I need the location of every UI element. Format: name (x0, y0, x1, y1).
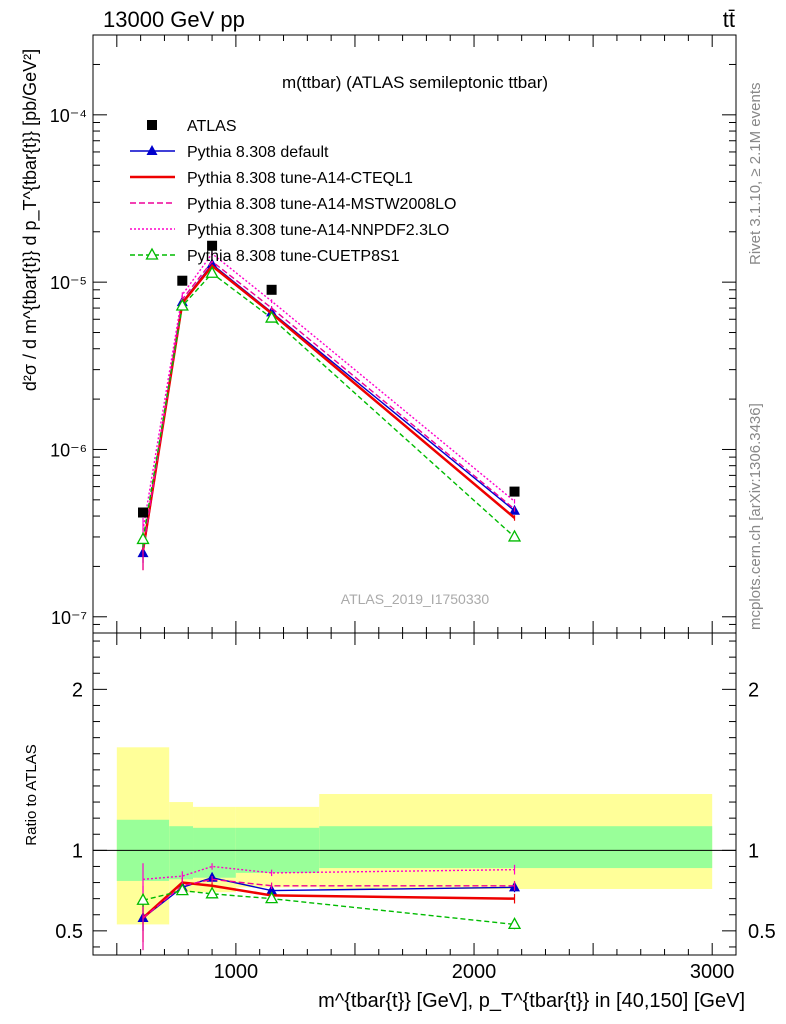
y-tick-label: 10⁻⁴ (50, 106, 87, 126)
x-tick-label: 1000 (214, 961, 259, 983)
series-line (142, 263, 515, 554)
data-point (145, 247, 159, 260)
data-point (265, 891, 279, 904)
ratio-y-tick-label-right: 2 (748, 679, 759, 701)
watermark-label: ATLAS_2019_I1750330 (341, 591, 490, 607)
data-point (265, 310, 279, 323)
x-axis-label: m^{tbar{t}} [GeV], p_T^{tbar{t}} in [40,… (318, 990, 745, 1012)
legend-label: Pythia 8.308 default (187, 144, 329, 161)
data-point (136, 892, 150, 905)
data-point (175, 883, 189, 896)
data-point (266, 284, 277, 295)
ratio-y-tick-label: 1 (72, 840, 83, 862)
data-point (205, 265, 219, 278)
data-point (507, 917, 522, 930)
main-panel: 10⁻⁷ 10⁻⁶ 10⁻⁵ 10⁻⁴ m(ttbar) (ATLAS semilep… (20, 34, 737, 634)
data-point (138, 507, 149, 518)
main-title: m(ttbar) (ATLAS semileptonic ttbar) (282, 73, 548, 92)
legend-label: ATLAS (187, 118, 237, 135)
ratio-y-tick-label-right: 0.5 (748, 921, 776, 943)
data-point (207, 240, 218, 251)
rivet-label: Rivet 3.1.10, ≥ 2.1M events (747, 83, 764, 266)
y-tick-label: 10⁻⁶ (50, 440, 87, 460)
y-tick-label: 10⁻⁷ (51, 608, 87, 628)
legend: ATLAS Pythia 8.308 default Pythia 8.308 tu… (130, 118, 456, 265)
data-point (177, 275, 188, 286)
ratio-frame (92, 632, 737, 956)
data-point (136, 532, 150, 545)
legend-label: Pythia 8.308 tune-A14-MSTW2008LO (187, 196, 456, 213)
data-point (175, 298, 189, 311)
data-point (266, 884, 278, 895)
series-line (141, 264, 516, 551)
uncertainty-band-inner (169, 826, 194, 880)
y-axis-label: d²σ / d m^{tbar{t}} d p_T^{tbar{t}} [pb/… (20, 49, 41, 391)
mcplots-label: mcplots.cern.ch [arXiv:1306.3436] (747, 403, 764, 630)
energy-label: 13000 GeV pp (103, 7, 245, 32)
ratio-y-tick-label: 0.5 (55, 921, 83, 943)
ratio-plot-area (93, 747, 736, 951)
y-tick-label: 10⁻⁵ (50, 273, 87, 293)
data-point (147, 120, 157, 130)
uncertainty-band-inner (193, 827, 236, 878)
series-line (142, 252, 515, 531)
main-axes: 10⁻⁷ 10⁻⁶ 10⁻⁵ 10⁻⁴ (50, 35, 736, 634)
series-line (142, 260, 515, 551)
series-line (142, 272, 515, 540)
data-point (146, 145, 158, 155)
data-point (509, 486, 520, 497)
ratio-y-axis-label: Ratio to ATLAS (23, 744, 40, 845)
data-point (205, 886, 219, 899)
ratio-panel: 0.5 0.5 1 1 2 2 1000 2000 3000 Ratio to ATLAS m^… (23, 632, 776, 1012)
data-point (507, 529, 522, 542)
process-label: tt̄ (723, 7, 735, 32)
x-tick-label: 2000 (452, 961, 497, 983)
ratio-series-line (142, 889, 515, 926)
main-plot-area (136, 240, 522, 571)
ratio-axes: 0.5 0.5 1 1 2 2 1000 2000 3000 (55, 633, 776, 983)
legend-label: Pythia 8.308 tune-CUETP8S1 (187, 248, 400, 265)
uncertainty-band-inner (319, 826, 713, 869)
ratio-y-tick-label-right: 1 (748, 840, 759, 862)
x-tick-label: 3000 (690, 961, 735, 983)
legend-label: Pythia 8.308 tune-A14-NNPDF2.3LO (187, 222, 449, 239)
legend-label: Pythia 8.308 tune-A14-CTEQL1 (187, 170, 413, 187)
ratio-y-tick-label: 2 (72, 679, 83, 701)
